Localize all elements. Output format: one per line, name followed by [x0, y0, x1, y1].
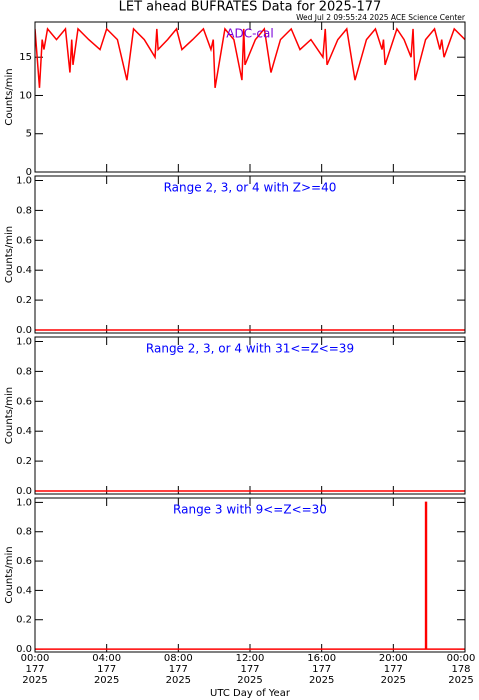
panel-label: Range 2, 3, or 4 with 31<=Z<=39	[146, 342, 354, 356]
y-tick-label: 0.4	[16, 585, 32, 596]
x-tick-label: 16:00	[307, 653, 336, 664]
panel-label: ADC-cal	[226, 27, 273, 41]
y-tick-label: 1.0	[16, 175, 32, 186]
y-tick-label: 10	[19, 90, 32, 101]
plot-frame	[34, 336, 466, 495]
y-axis-label: Counts/min	[4, 546, 15, 603]
y-tick-label: 0.8	[16, 205, 32, 216]
x-tick-label: 08:00	[164, 653, 193, 664]
chart-subtitle: Wed Jul 2 09:55:24 2025 ACE Science Cent…	[296, 13, 466, 22]
x-tick-label: 00:00	[447, 653, 476, 664]
y-tick-label: 0	[26, 167, 32, 178]
data-line	[35, 27, 465, 88]
y-tick-label: 0.4	[16, 265, 32, 276]
y-tick-label: 0.6	[16, 396, 32, 407]
x-tick-label: 20:00	[379, 653, 408, 664]
y-axis-label: Counts/min	[4, 226, 15, 283]
plot-frame	[34, 497, 466, 653]
x-tick-label: 2025	[22, 675, 47, 686]
y-axis-label: Counts/min	[4, 68, 15, 125]
y-axis-label: Counts/min	[4, 387, 15, 444]
y-tick-label: 0.6	[16, 556, 32, 567]
y-tick-label: 0.2	[16, 295, 32, 306]
plot-frame	[34, 21, 466, 173]
y-tick-label: 0.6	[16, 235, 32, 246]
y-tick-label: 0.8	[16, 527, 32, 538]
x-tick-label: 2025	[309, 675, 334, 686]
x-tick-label: 177	[169, 664, 188, 675]
x-tick-label: 177	[25, 664, 44, 675]
y-tick-label: 0.2	[16, 615, 32, 626]
y-tick-label: 0.0	[16, 325, 32, 336]
x-tick-label: 177	[97, 664, 116, 675]
panel-label: Range 2, 3, or 4 with Z>=40	[164, 181, 337, 195]
x-tick-label: 177	[312, 664, 331, 675]
x-tick-label: 2025	[381, 675, 406, 686]
y-tick-label: 1.0	[16, 336, 32, 347]
x-tick-label: 177	[384, 664, 403, 675]
y-tick-label: 0.8	[16, 366, 32, 377]
y-tick-label: 0.0	[16, 644, 32, 655]
x-tick-label: 2025	[237, 675, 262, 686]
y-tick-label: 1.0	[16, 497, 32, 508]
x-tick-label: 04:00	[92, 653, 121, 664]
y-tick-label: 15	[19, 52, 32, 63]
y-tick-label: 0.4	[16, 426, 32, 437]
x-tick-label: 12:00	[236, 653, 265, 664]
x-tick-label: 178	[451, 664, 470, 675]
x-tick-label: 177	[240, 664, 259, 675]
data-line	[35, 501, 465, 650]
panel-label: Range 3 with 9<=Z<=30	[173, 503, 327, 517]
x-tick-label: 2025	[448, 675, 473, 686]
x-tick-label: 2025	[166, 675, 191, 686]
chart-title: LET ahead BUFRATES Data for 2025-177	[119, 0, 382, 15]
x-axis-label: UTC Day of Year	[210, 688, 291, 699]
plot-frame	[34, 175, 466, 334]
x-tick-label: 00:00	[21, 653, 50, 664]
x-tick-label: 2025	[94, 675, 119, 686]
y-tick-label: 0.0	[16, 486, 32, 497]
y-tick-label: 5	[26, 129, 32, 140]
y-tick-label: 0.2	[16, 456, 32, 467]
